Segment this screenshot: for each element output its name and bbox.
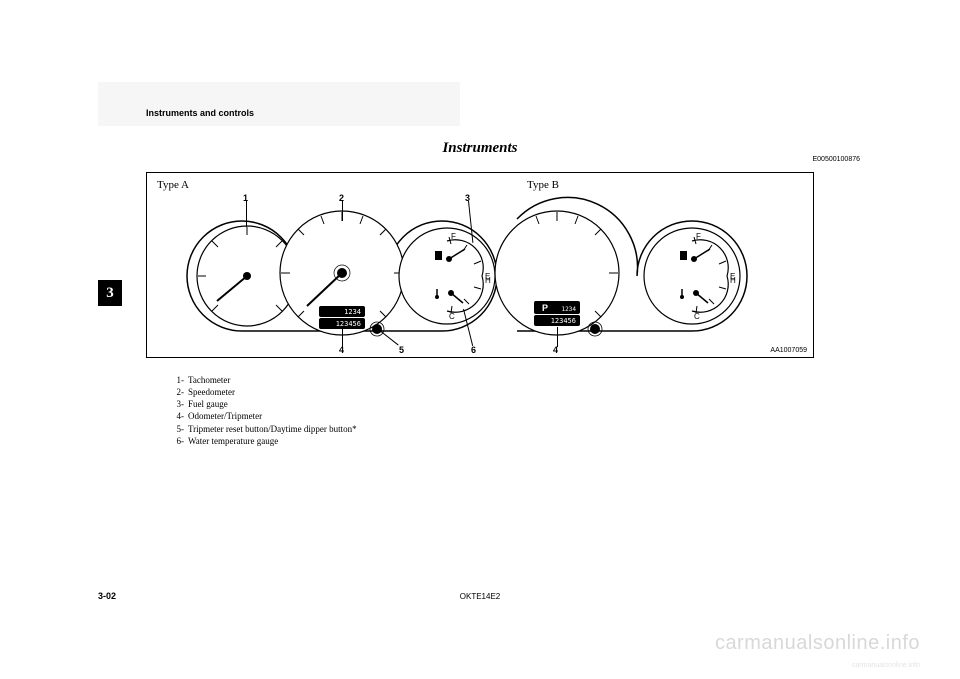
odo-top-a: 1234 [344, 308, 361, 316]
svg-text:P: P [542, 303, 548, 313]
legend-row: 1-Tachometer [170, 374, 357, 386]
svg-text:F: F [696, 232, 701, 241]
svg-text:H: H [485, 276, 491, 285]
legend-row: 5-Tripmeter reset button/Daytime dipper … [170, 423, 357, 435]
cluster-b: P 1234 123456 F E H C [517, 201, 807, 341]
svg-text:C: C [694, 312, 700, 321]
type-b-label: Type B [527, 179, 559, 191]
page-title: Instruments [0, 140, 960, 157]
doc-code: OKTE14E2 [0, 592, 960, 601]
cluster-a: 1234 123456 F E H C [167, 201, 507, 341]
chapter-tab: 3 [98, 280, 122, 306]
odo-bottom-a: 123456 [336, 320, 361, 328]
watermark-small: carmanualsonline.info [852, 662, 920, 669]
svg-text:C: C [449, 312, 455, 321]
section-header: Instruments and controls [146, 108, 254, 118]
header-band [98, 82, 460, 126]
type-a-label: Type A [157, 179, 189, 191]
watermark: carmanualsonline.info [715, 632, 920, 655]
legend-row: 6-Water temperature gauge [170, 435, 357, 447]
svg-text:123456: 123456 [551, 317, 576, 325]
legend-row: 3-Fuel gauge [170, 398, 357, 410]
svg-text:F: F [451, 232, 456, 241]
svg-text:H: H [730, 276, 736, 285]
legend: 1-Tachometer 2-Speedometer 3-Fuel gauge … [170, 374, 357, 447]
legend-row: 4-Odometer/Tripmeter [170, 410, 357, 422]
callout-5: 5 [399, 345, 404, 355]
legend-row: 2-Speedometer [170, 386, 357, 398]
svg-text:1234: 1234 [562, 306, 577, 313]
doc-ref: E00500100876 [813, 156, 861, 163]
figure-box: Type A Type B AA1007059 [146, 172, 814, 358]
callout-6: 6 [471, 345, 476, 355]
